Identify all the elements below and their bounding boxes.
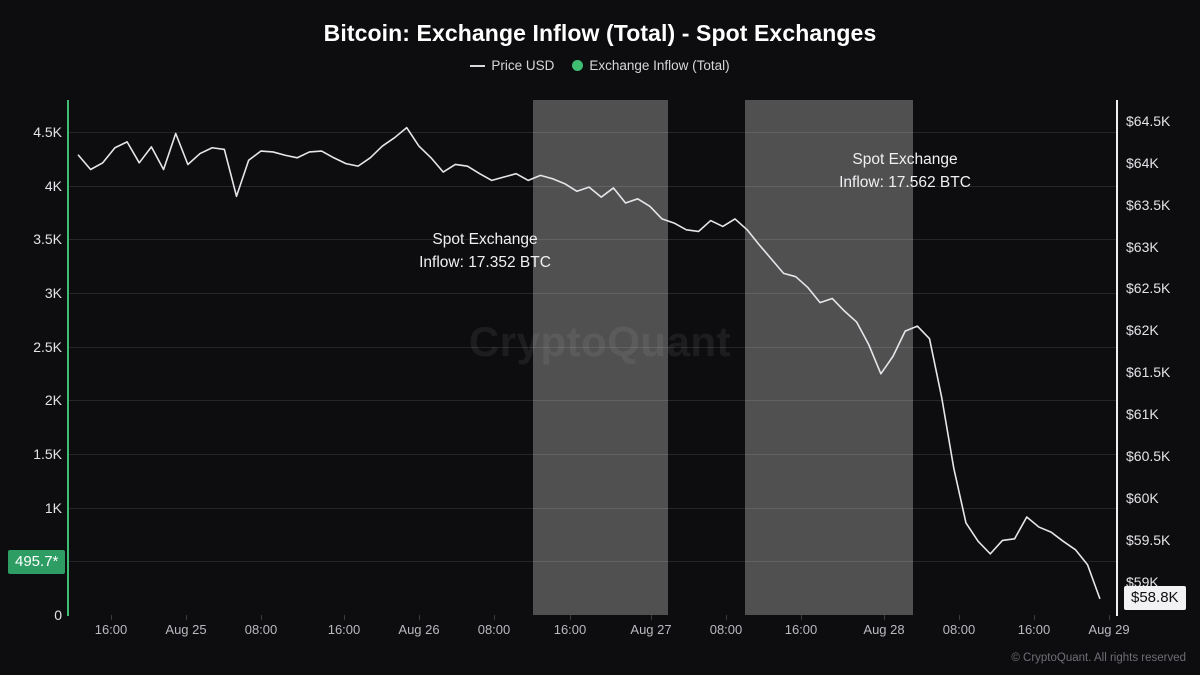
x-axis-tick-mark	[344, 615, 345, 620]
annotation-line-1: Spot Exchange	[432, 231, 538, 248]
x-axis-tick: Aug 29	[1088, 622, 1130, 637]
gridline	[68, 239, 1116, 241]
y-axis-left-tick: 3K	[44, 285, 62, 302]
x-axis-tick-mark	[1034, 615, 1035, 620]
x-axis-tick: Aug 28	[863, 622, 905, 637]
y-axis-left-tick: 1K	[44, 499, 62, 516]
gridline	[68, 400, 1116, 402]
x-axis-tick: 08:00	[477, 622, 511, 637]
y-axis-right-tick: $61K	[1126, 406, 1159, 423]
x-axis-tick: 16:00	[327, 622, 361, 637]
y-axis-right-tick: $64.5K	[1126, 112, 1171, 129]
gridline	[68, 561, 1116, 563]
legend-label-inflow: Exchange Inflow (Total)	[589, 58, 730, 73]
y-axis-right-tick: $60K	[1126, 489, 1159, 506]
current-price-badge: $58.8K	[1124, 586, 1186, 611]
y-axis-right-tick: $59K	[1126, 573, 1159, 590]
annotation-line-1: Spot Exchange	[852, 151, 958, 168]
x-axis-tick-mark	[186, 615, 187, 620]
y-axis-right-tick: $63K	[1126, 238, 1159, 255]
x-axis-tick-mark	[959, 615, 960, 620]
dot-marker-icon	[572, 60, 584, 71]
gridline	[68, 185, 1116, 187]
y-axis-right-tick: $60.5K	[1126, 447, 1171, 464]
x-axis-tick: Aug 26	[398, 622, 440, 637]
y-axis-left-tick: 2.5K	[33, 338, 62, 355]
y-axis-right-tick: $62K	[1126, 322, 1159, 339]
annotation-2: Spot Exchange Inflow: 17.562 BTC	[839, 148, 971, 195]
x-axis-tick: 16:00	[553, 622, 587, 637]
gridline	[68, 132, 1116, 134]
y-axis-left	[67, 100, 69, 616]
y-axis-right-tick: $64K	[1126, 154, 1159, 171]
x-axis-tick: Aug 27	[630, 622, 672, 637]
x-axis-tick-mark	[801, 615, 802, 620]
copyright-footer: © CryptoQuant. All rights reserved	[1011, 652, 1186, 664]
gridline	[68, 293, 1116, 295]
legend-item-inflow[interactable]: Exchange Inflow (Total)	[572, 58, 730, 73]
x-axis-tick-mark	[261, 615, 262, 620]
y-axis-left-tick: 4K	[44, 177, 62, 194]
annotation-line-2: Inflow: 17.562 BTC	[839, 174, 971, 192]
x-axis-tick: 16:00	[94, 622, 128, 637]
x-axis-tick-mark	[1109, 615, 1110, 620]
gridline	[68, 507, 1116, 509]
annotation-line-2: Inflow: 17.352 BTC	[419, 254, 551, 272]
line-marker-icon	[470, 64, 486, 67]
chart-legend: Price USD Exchange Inflow (Total)	[0, 58, 1200, 73]
gridline	[68, 454, 1116, 456]
y-axis-right-tick: $61.5K	[1126, 364, 1171, 381]
current-inflow-badge: 495.7*	[8, 549, 66, 574]
x-axis-tick: Aug 25	[165, 622, 207, 637]
y-axis-right	[1116, 100, 1118, 616]
x-axis-tick-mark	[884, 615, 885, 620]
y-axis-right-tick: $62.5K	[1126, 280, 1171, 297]
x-axis-tick: 08:00	[942, 622, 976, 637]
x-axis-tick: 16:00	[1017, 622, 1051, 637]
price-line[interactable]	[77, 126, 1101, 600]
gridline	[68, 346, 1116, 348]
x-axis-tick-mark	[494, 615, 495, 620]
y-axis-right-tick: $59.5K	[1126, 531, 1171, 548]
y-axis-left-tick: 4.5K	[33, 124, 62, 141]
legend-item-price[interactable]: Price USD	[470, 58, 554, 73]
y-axis-left-tick: 2K	[44, 392, 62, 409]
annotation-1: Spot Exchange Inflow: 17.352 BTC	[419, 228, 551, 275]
x-axis-tick-mark	[111, 615, 112, 620]
chart-title: Bitcoin: Exchange Inflow (Total) - Spot …	[323, 20, 877, 46]
y-axis-right-tick: $63.5K	[1126, 196, 1171, 213]
x-axis-tick-mark	[419, 615, 420, 620]
y-axis-left-tick: 1.5K	[33, 446, 62, 463]
legend-label-price: Price USD	[491, 58, 555, 73]
x-axis-tick-mark	[651, 615, 652, 620]
y-axis-left-tick: 0	[54, 607, 62, 623]
x-axis-tick-mark	[726, 615, 727, 620]
x-axis-tick: 16:00	[784, 622, 818, 637]
highlight-region-2	[745, 100, 913, 615]
x-axis-tick: 08:00	[709, 622, 743, 637]
x-axis-tick: 08:00	[244, 622, 278, 637]
price-line-series	[77, 126, 1101, 600]
highlight-region-1	[533, 100, 668, 615]
x-axis-tick-mark	[570, 615, 571, 620]
y-axis-left-tick: 3.5K	[33, 231, 62, 248]
